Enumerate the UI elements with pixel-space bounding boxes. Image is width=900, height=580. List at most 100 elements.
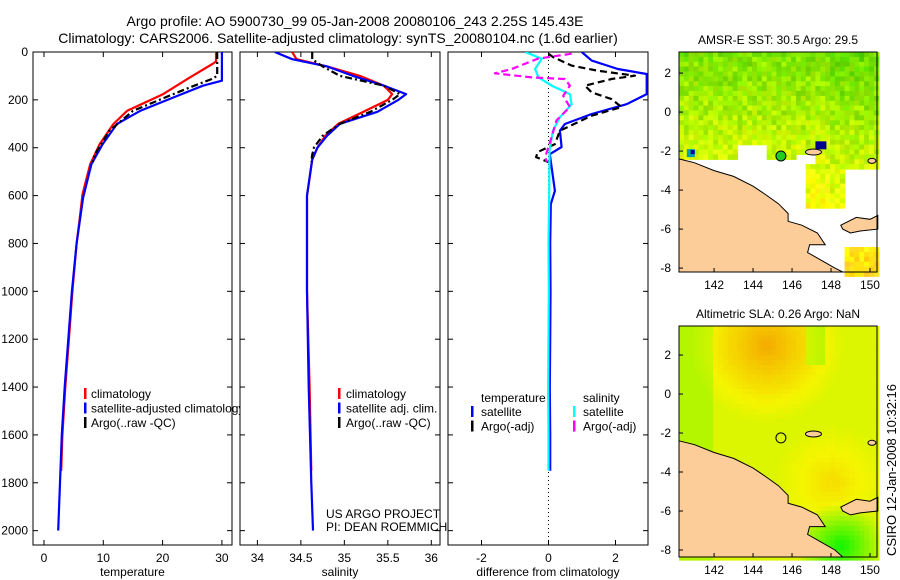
map-cell	[864, 271, 870, 277]
map-cell	[839, 550, 846, 556]
map-cell	[708, 433, 714, 439]
map-cell	[683, 71, 690, 77]
map-cell	[752, 345, 758, 351]
map-cell	[864, 335, 870, 342]
map-cell	[795, 472, 802, 478]
map-cell	[834, 374, 841, 381]
map-cell	[776, 379, 782, 386]
map-cell	[761, 384, 768, 390]
map-cell	[800, 105, 807, 112]
map-cell	[713, 438, 719, 444]
map-cell	[718, 56, 724, 63]
map-cell	[698, 100, 704, 107]
map-cell	[752, 326, 758, 332]
map-cell	[718, 100, 724, 107]
map-cell	[849, 86, 855, 92]
map-cell	[781, 139, 787, 146]
map-cell	[854, 384, 860, 390]
figure-title-line1: Argo profile: AO 5900730_99 05-Jan-2008 …	[127, 13, 584, 29]
map-cell	[800, 86, 807, 92]
map-cell	[742, 389, 748, 395]
map-cell	[810, 477, 816, 483]
map-cell	[839, 71, 846, 77]
map-cell	[869, 130, 875, 136]
map-cell	[810, 501, 816, 507]
map-cell	[800, 462, 807, 468]
map-cell	[805, 144, 812, 151]
map-cell	[791, 369, 797, 376]
map-cell	[810, 486, 816, 493]
map-cell	[791, 477, 797, 483]
map-cell	[820, 443, 826, 449]
map-cell	[839, 120, 846, 126]
map-cell	[795, 144, 802, 151]
map-cell	[815, 125, 821, 131]
map-cell	[679, 433, 685, 439]
map-cell	[752, 438, 758, 444]
map-cell	[859, 256, 865, 263]
map-cell	[737, 61, 743, 68]
map-cell	[825, 472, 831, 478]
map-cell	[844, 443, 851, 449]
y-tick-label: -8	[660, 261, 671, 275]
map-cell	[766, 91, 773, 97]
map-cell	[859, 467, 865, 473]
map-cell	[713, 86, 719, 92]
map-cell	[864, 86, 870, 92]
map-cell	[683, 56, 690, 63]
map-cell	[839, 81, 846, 87]
map-cell	[791, 61, 797, 68]
map-cell	[781, 418, 787, 425]
map-cell	[839, 413, 846, 420]
map-cell	[708, 61, 714, 68]
map-cell	[722, 389, 729, 395]
map-cell	[737, 443, 743, 449]
map-cell	[766, 384, 773, 390]
map-cell	[781, 452, 787, 459]
map-cell	[815, 335, 821, 342]
map-cell	[820, 188, 826, 194]
map-cell	[849, 477, 855, 483]
legend-swatch	[84, 388, 87, 399]
series-line-1	[534, 52, 637, 164]
map-cell	[815, 159, 821, 165]
map-cell	[737, 71, 743, 77]
map-cell	[844, 330, 851, 337]
map-cell	[849, 95, 855, 102]
map-cell	[713, 120, 719, 126]
map-cell	[761, 110, 768, 116]
map-cell	[791, 486, 797, 493]
map-cell	[815, 394, 821, 400]
map-cell	[825, 511, 831, 517]
map-cell	[795, 452, 802, 459]
map-cell	[693, 423, 700, 429]
map-cell	[839, 95, 846, 102]
map-cell	[679, 149, 685, 155]
map-cell	[757, 100, 763, 107]
map-cell	[742, 447, 748, 454]
map-cell	[776, 408, 782, 415]
map-cell	[820, 496, 826, 503]
map-cell	[786, 115, 792, 121]
map-cell	[713, 350, 719, 356]
map-cell	[864, 428, 870, 434]
map-cell	[713, 154, 719, 160]
map-cell	[795, 61, 802, 68]
map-cell	[869, 360, 875, 366]
map-cell	[771, 360, 778, 366]
map-cell	[708, 154, 714, 160]
map-cell	[688, 428, 695, 434]
map-cell	[708, 374, 714, 381]
map-cell	[815, 452, 821, 459]
y-tick-label: 2	[664, 348, 671, 362]
map-cell	[834, 477, 841, 483]
map-cell	[864, 330, 870, 337]
map-cell	[869, 491, 875, 498]
map-cell	[859, 164, 865, 170]
map-cell	[830, 52, 836, 58]
map-cell	[781, 433, 787, 439]
map-cell	[703, 91, 709, 97]
map-cell	[854, 399, 860, 405]
map-cell	[854, 61, 860, 68]
map-cell	[844, 520, 851, 527]
